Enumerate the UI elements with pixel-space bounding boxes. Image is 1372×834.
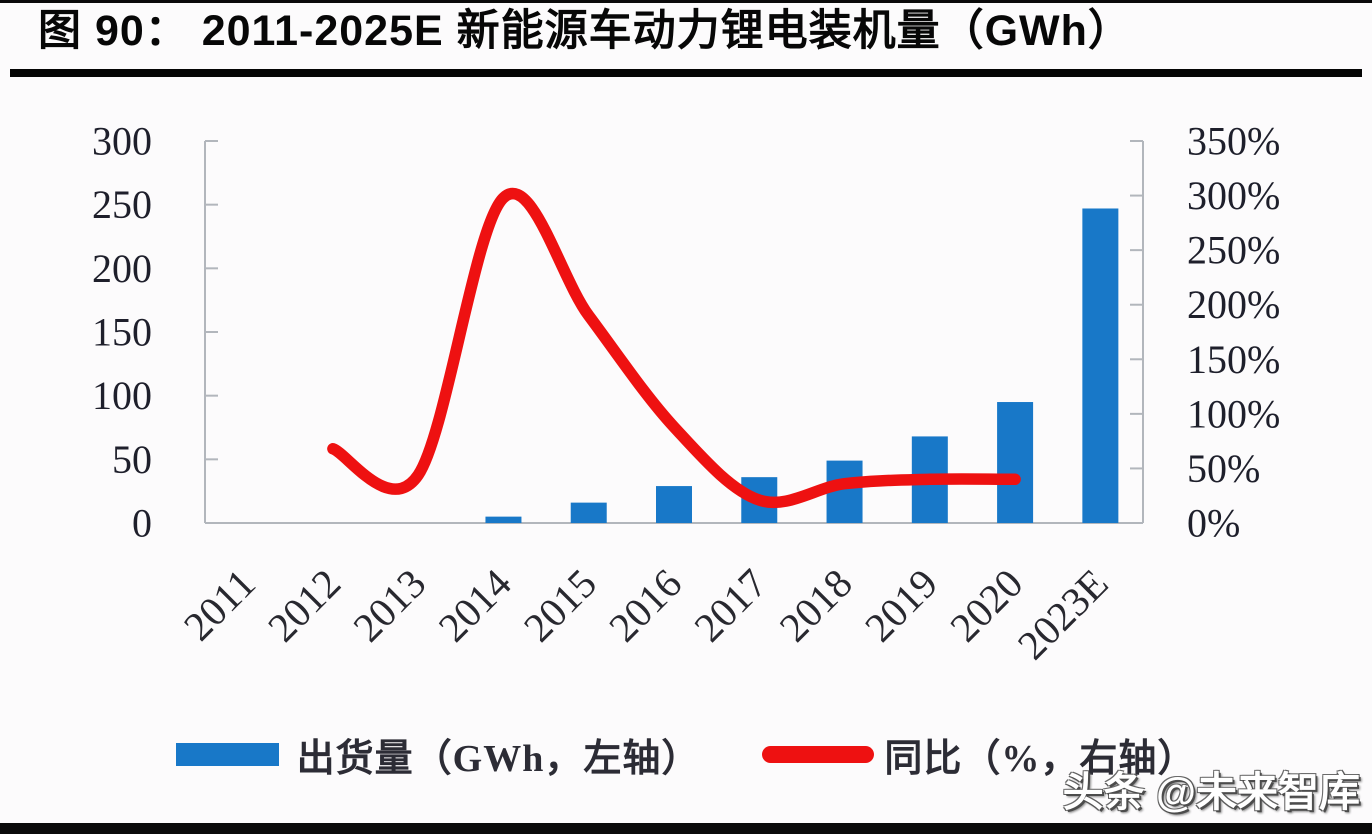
yoy-line: [327, 188, 1021, 509]
x-axis-label: 2015: [515, 560, 606, 651]
chart-canvas: 0 50 100 150 200 250 300 0% 50% 100% 150% 200% 250% 3…: [92, 119, 1280, 669]
bar-2014: [485, 516, 522, 523]
left-axis-label: 200: [92, 246, 152, 291]
left-axis-label: 0: [132, 501, 152, 546]
x-axis-label: 2023E: [1009, 560, 1117, 668]
left-axis-label: 100: [92, 373, 152, 418]
left-axis-label: 250: [92, 182, 152, 227]
top-rule: [0, 0, 1372, 3]
right-axis-label: 0%: [1187, 501, 1240, 546]
chart-legend: 出货量（GWh，左轴） 同比（%，右轴）: [0, 728, 1372, 780]
right-axis-label: 200%: [1187, 282, 1280, 327]
left-axis-label: 150: [92, 310, 152, 355]
x-axis-label: 2016: [600, 560, 691, 651]
x-axis-label: 2013: [344, 560, 435, 651]
right-axis-label: 350%: [1187, 119, 1280, 164]
right-axis-label: 100%: [1187, 391, 1280, 436]
right-axis-label: 150%: [1187, 337, 1280, 382]
watermark: 头条 @未来智库: [1062, 769, 1360, 815]
right-axis-label: 300%: [1187, 173, 1280, 218]
legend-line-swatch: [762, 745, 875, 763]
right-axis-label: 250%: [1187, 228, 1280, 273]
x-axis-label: 2014: [429, 560, 520, 651]
bottom-rule: [0, 823, 1372, 834]
left-axis-label: 50: [112, 437, 152, 482]
left-axis-label: 300: [92, 119, 152, 164]
bar-2023E: [1082, 208, 1119, 523]
figure-title: 图 90： 2011-2025E 新能源车动力锂电装机量（GWh）: [38, 7, 1132, 55]
x-axis-label: 2019: [856, 560, 947, 651]
legend-bar-label: 出货量（GWh，左轴）: [296, 737, 701, 780]
bar-2016: [656, 486, 692, 523]
x-axis-label: 2017: [685, 560, 776, 651]
bar-2020: [997, 402, 1034, 523]
x-axis-label: 2011: [175, 560, 264, 649]
legend-line-label: 同比（%，右轴）: [884, 737, 1197, 780]
legend-bar-swatch: [175, 742, 279, 766]
right-axis-label: 50%: [1187, 446, 1260, 491]
x-axis-label: 2018: [770, 560, 861, 651]
x-axis-label: 2012: [259, 560, 350, 651]
title-divider: [10, 69, 1362, 77]
bar-2015: [570, 502, 607, 523]
